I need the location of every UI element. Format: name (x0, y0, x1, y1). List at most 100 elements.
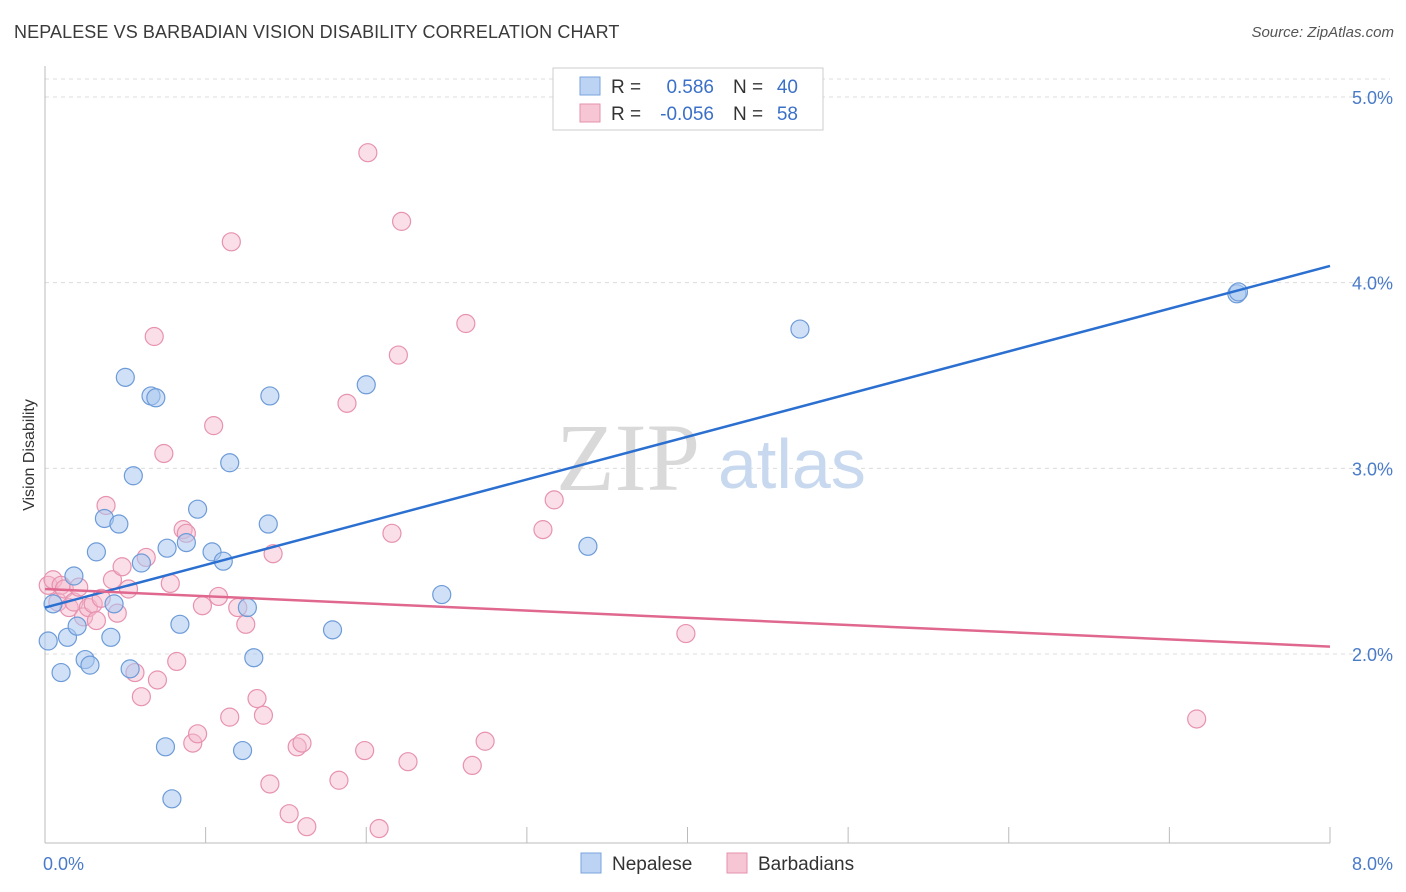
barbadians-point (154, 443, 174, 464)
barbadians-point (112, 557, 132, 577)
legend-r-value-2: -0.056 (660, 104, 714, 125)
y-tick-label: 4.0% (1352, 274, 1393, 294)
nepalese-point (131, 553, 151, 573)
barbadians-point (292, 733, 312, 753)
y-tick-label: 2.0% (1352, 645, 1393, 665)
nepalese-point (109, 514, 129, 534)
barbadians-point (337, 393, 357, 413)
nepalese-point (237, 597, 257, 618)
nepalese-point (86, 542, 107, 562)
nepalese-point (790, 319, 810, 339)
barbadians-point (358, 143, 378, 163)
barbadians-point (462, 755, 482, 776)
nepalese-point (123, 466, 143, 486)
nepalese-point (432, 584, 452, 605)
nepalese-point (80, 655, 100, 675)
nepalese-point (232, 740, 253, 761)
nepalese-point (64, 566, 84, 586)
barbadians-point (192, 596, 213, 616)
barbadians-point (147, 670, 168, 690)
nepalese-point (120, 659, 140, 679)
axes: 2.0% 3.0% 4.0% 5.0% 0.0% 8.0% (43, 66, 1393, 874)
stats-legend: R = 0.586 N = 40 R = -0.056 N = 58 (552, 67, 824, 131)
nepalese-point (170, 614, 190, 634)
legend-swatch-nepalese (579, 76, 601, 96)
nepalese-point (187, 499, 208, 519)
barbadians-point (1187, 709, 1207, 729)
barbadians-point (355, 740, 375, 761)
nepalese-point (146, 388, 166, 408)
legend-r-label-2: R = (611, 104, 641, 125)
bottom-legend-swatch-barbadians (726, 852, 748, 874)
y-tick-label: 3.0% (1352, 459, 1393, 479)
barbadians-point (260, 774, 280, 794)
bottom-legend-swatch-nepalese (580, 852, 602, 874)
grid (45, 78, 1390, 655)
barbadians-point (456, 313, 476, 334)
barbadians-point (279, 804, 299, 824)
barbadians-point (369, 818, 389, 839)
nepalese-point (356, 375, 376, 395)
barbadians-point (183, 733, 203, 753)
bottom-legend-nepalese: Nepalese (612, 854, 692, 875)
barbadians-point (388, 345, 408, 365)
barbadians-point (475, 731, 495, 751)
watermark-atlas: atlas (718, 425, 866, 503)
barbadians-point (544, 490, 564, 510)
watermark: ZIP atlas (556, 404, 866, 511)
nepalese-point (38, 631, 58, 651)
nepalese-point (244, 648, 264, 668)
bottom-legend-barbadians: Barbadians (758, 854, 854, 875)
nepalese-trend-line (44, 264, 1331, 609)
legend-n-label-1: N = (733, 77, 763, 98)
nepalese-point (578, 536, 598, 556)
x-tick-label: 0.0% (43, 854, 84, 874)
barbadians-point (382, 523, 402, 543)
barbadians-point (247, 688, 267, 709)
barbadians-point (253, 705, 274, 725)
nepalese-point (258, 514, 278, 534)
nepalese-point (67, 616, 87, 636)
legend-swatch-barbadians (579, 103, 601, 123)
barbadians-trend-line (44, 587, 1331, 648)
legend-n-label-2: N = (733, 104, 763, 125)
barbadians-point (236, 614, 256, 634)
barbadians-point (187, 724, 208, 744)
nepalese-point (162, 789, 182, 809)
nepalese-point (260, 386, 280, 406)
nepalese-point (176, 532, 196, 553)
nepalese-points (38, 282, 1249, 809)
barbadians-point (297, 817, 317, 837)
legend-r-value-1: 0.586 (666, 77, 714, 98)
barbadians-point (131, 687, 151, 707)
series-legend: Nepalese Barbadians (580, 852, 854, 875)
legend-n-value-1: 40 (777, 77, 798, 98)
barbadians-point (167, 651, 187, 672)
nepalese-point (157, 538, 177, 558)
nepalese-point (51, 662, 71, 683)
barbadians-point (676, 623, 696, 644)
legend-n-value-2: 58 (777, 104, 798, 125)
nepalese-point (155, 737, 176, 757)
nepalese-point (101, 627, 121, 647)
barbadians-point (329, 770, 349, 790)
y-axis-label: Vision Disability (21, 399, 38, 511)
trend-lines (44, 264, 1331, 648)
nepalese-point (115, 367, 135, 387)
nepalese-point (220, 453, 240, 473)
barbadians-point (398, 752, 418, 772)
barbadians-point (221, 232, 241, 252)
chart-title: NEPALESE VS BARBADIAN VISION DISABILITY … (14, 22, 620, 42)
y-tick-label: 5.0% (1352, 88, 1393, 108)
barbadians-point (86, 610, 107, 631)
source-label: Source: ZipAtlas.com (1251, 24, 1394, 41)
legend-r-label-1: R = (611, 77, 641, 98)
barbadians-point (220, 707, 240, 727)
barbadians-point (144, 326, 164, 347)
barbadians-point (533, 520, 553, 540)
barbadians-points (38, 143, 1207, 839)
barbadians-point (391, 211, 412, 231)
nepalese-point (322, 620, 343, 640)
watermark-zip: ZIP (556, 404, 700, 511)
